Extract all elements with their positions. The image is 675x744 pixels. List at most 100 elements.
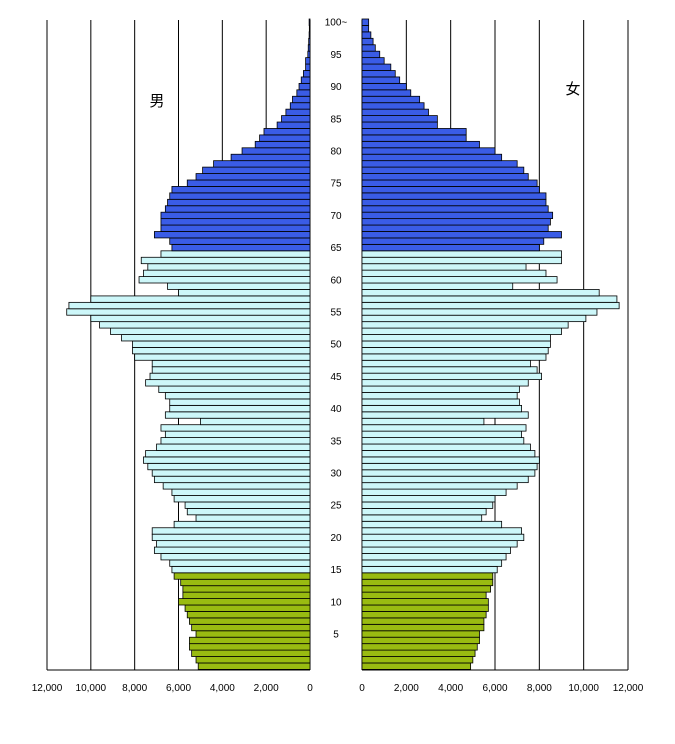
age-label-15: 15 (330, 565, 342, 576)
bar-male-age-74 (171, 186, 311, 194)
bar-female-age-68 (361, 224, 549, 232)
bar-female-age-0 (361, 662, 472, 670)
bar-male-age-87 (289, 102, 311, 110)
x-tick-label-left: 0 (307, 683, 313, 694)
bar-female-age-39 (361, 411, 529, 419)
bar-male-age-2 (191, 649, 311, 657)
bar-male-age-40 (169, 404, 311, 413)
bar-male-age-79 (230, 153, 311, 162)
bar-male-age-98 (308, 31, 311, 39)
bar-female-age-56 (361, 301, 620, 310)
bar-male-age-77 (202, 166, 311, 174)
bar-male-age-58 (178, 289, 311, 297)
bar-male-age-30 (151, 469, 311, 477)
bar-male-age-10 (178, 598, 311, 606)
bar-female-age-30 (361, 469, 536, 477)
bar-male-age-68 (160, 224, 311, 232)
x-tick-label-right: 8,000 (527, 683, 552, 694)
age-label-40: 40 (330, 404, 342, 415)
bar-male-age-89 (296, 89, 311, 97)
age-label-95: 95 (330, 50, 342, 61)
bar-male-age-17 (160, 553, 311, 561)
bar-female-age-15 (361, 566, 498, 574)
bar-male-age-67 (153, 231, 311, 239)
bar-male-age-5 (195, 630, 311, 638)
bar-male-age-41 (169, 398, 311, 406)
bar-male-age-23 (195, 514, 311, 522)
bar-female-age-31 (361, 462, 538, 471)
bar-female-age-62 (361, 263, 527, 271)
bar-female-age-93 (361, 63, 392, 71)
bar-female-age-7 (361, 617, 485, 625)
bar-male-age-4 (189, 636, 311, 645)
bar-male-age-62 (147, 263, 311, 271)
x-tick-label-left: 2,000 (254, 683, 279, 694)
bar-female-age-83 (361, 128, 467, 136)
bar-female-age-32 (361, 456, 540, 464)
bar-male-age-96 (307, 44, 311, 52)
age-label-50: 50 (330, 340, 342, 351)
bar-male-age-43 (158, 385, 311, 393)
bar-male-age-33 (145, 450, 311, 458)
bar-female-age-94 (361, 57, 385, 65)
bar-male-age-11 (182, 591, 311, 599)
x-tick-label-right: 2,000 (394, 683, 419, 694)
bar-female-age-22 (361, 520, 503, 529)
bar-female-age-87 (361, 102, 425, 110)
bar-female-age-65 (361, 243, 540, 252)
bar-female-age-11 (361, 591, 487, 599)
bar-female-age-13 (361, 578, 494, 587)
bar-female-age-74 (361, 186, 540, 194)
bar-male-age-90 (298, 83, 311, 91)
bar-male-age-32 (143, 456, 311, 464)
bar-female-age-14 (361, 572, 494, 580)
age-label-30: 30 (330, 469, 342, 480)
bar-female-age-33 (361, 450, 536, 458)
bar-female-age-20 (361, 533, 525, 542)
bar-female-age-25 (361, 501, 494, 509)
bar-male-age-83 (263, 128, 311, 136)
bar-female-age-6 (361, 623, 485, 632)
bar-male-age-8 (186, 611, 311, 619)
bar-male-age-84 (276, 121, 311, 129)
bar-male-age-31 (147, 462, 311, 471)
bar-male-age-71 (164, 205, 311, 213)
age-label-100: 100~ (325, 18, 348, 29)
bar-male-age-70 (160, 211, 311, 219)
bar-male-age-21 (151, 527, 311, 535)
bar-female-age-19 (361, 540, 518, 548)
bar-male-age-56 (68, 301, 311, 310)
age-label-85: 85 (330, 114, 342, 125)
age-label-55: 55 (330, 308, 342, 319)
age-label-10: 10 (330, 597, 342, 608)
bar-female-age-90 (361, 83, 407, 91)
bar-female-age-17 (361, 553, 507, 561)
bar-male-age-78 (213, 160, 311, 168)
bar-female-age-57 (361, 295, 618, 303)
bar-male-age-20 (151, 533, 311, 542)
age-label-5: 5 (333, 630, 339, 641)
bar-male-age-49 (132, 347, 311, 355)
bar-male-age-88 (292, 95, 311, 104)
bar-female-age-40 (361, 404, 523, 413)
bar-male-age-57 (90, 295, 311, 303)
bar-female-age-70 (361, 211, 554, 219)
bars-layer (66, 18, 620, 670)
bar-male-age-69 (160, 218, 311, 226)
bar-male-age-61 (143, 269, 311, 277)
bar-male-age-50 (132, 340, 311, 348)
bar-female-age-95 (361, 50, 381, 59)
bar-male-age-19 (156, 540, 311, 548)
bar-male-age-64 (160, 250, 311, 258)
x-tick-label-left: 12,000 (32, 683, 63, 694)
bar-female-age-45 (361, 372, 542, 381)
bar-male-age-3 (189, 643, 311, 651)
bar-female-age-28 (361, 482, 518, 490)
bar-male-age-93 (305, 63, 311, 71)
bar-female-age-58 (361, 289, 600, 297)
bar-female-age-23 (361, 514, 483, 522)
bar-female-age-99 (361, 25, 370, 33)
age-label-35: 35 (330, 436, 342, 447)
bar-male-age-22 (173, 520, 311, 529)
